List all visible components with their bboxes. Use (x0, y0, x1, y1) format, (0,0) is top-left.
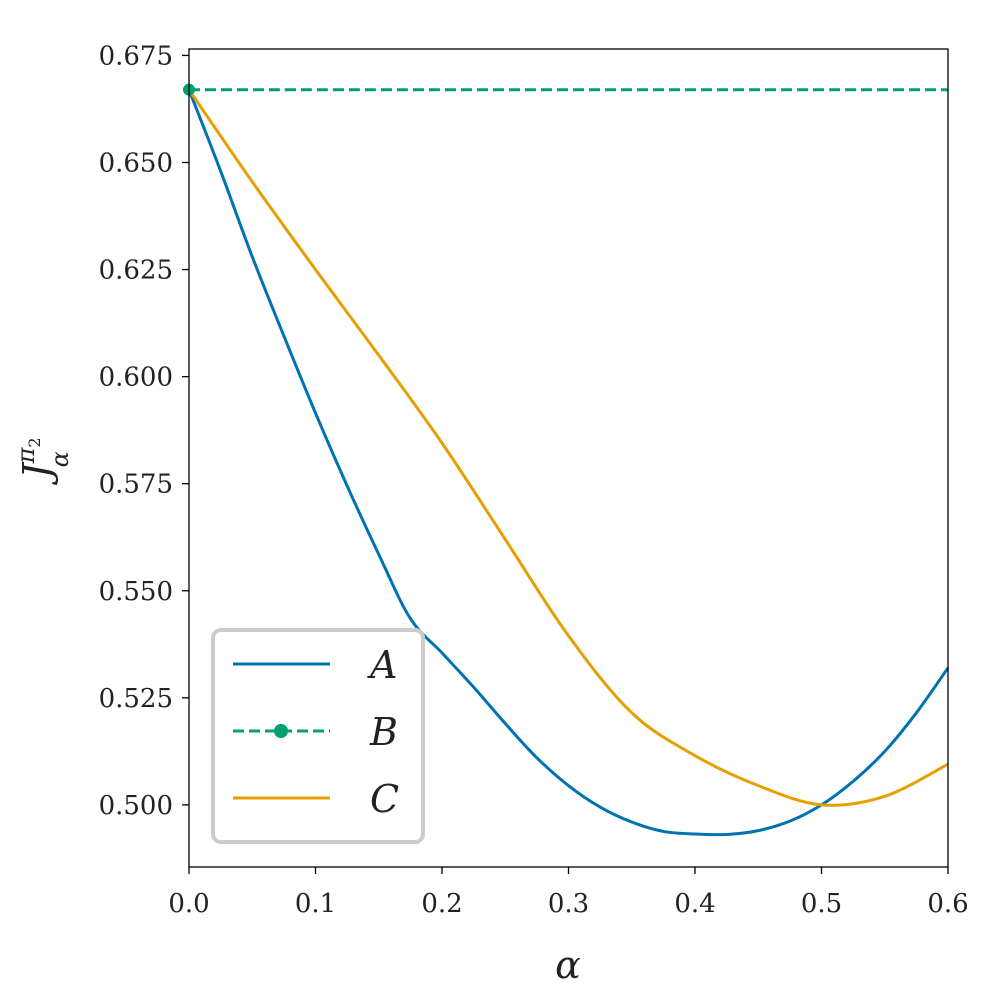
y-tick-label: 0.625 (99, 256, 173, 286)
y-tick-label: 0.650 (99, 148, 173, 178)
x-tick-label: 0.1 (295, 889, 336, 919)
legend-B-label: B (369, 710, 398, 754)
legend-B-marker (274, 724, 288, 738)
y-tick-label: 0.500 (99, 791, 173, 821)
y-label-sup-main: π (12, 446, 40, 464)
x-tick-label: 0.6 (927, 889, 968, 919)
y-label-sup-sub: 2 (25, 437, 44, 447)
x-tick-label: 0.0 (168, 889, 209, 919)
x-tick-label: 0.4 (674, 889, 715, 919)
x-tick-label: 0.5 (801, 889, 842, 919)
y-label-sub: α (46, 451, 74, 467)
y-tick-label: 0.575 (99, 470, 173, 500)
series-A-line (187, 89, 950, 837)
legend-C-label: C (370, 777, 399, 821)
y-tick-label: 0.550 (99, 577, 173, 607)
y-tick-label: 0.525 (99, 684, 173, 714)
x-tick-label: 0.3 (548, 889, 589, 919)
y-tick-label: 0.600 (99, 363, 173, 393)
legend-A-label: A (367, 643, 397, 687)
y-tick-label: 0.675 (99, 41, 173, 71)
legend-box (211, 628, 425, 844)
x-axis: 0.0 0.1 0.2 0.3 0.4 0.5 0.6 (168, 867, 969, 919)
legend: ABC (211, 628, 425, 844)
y-axis: 0.500 0.525 0.550 0.575 0.600 0.625 0.650 0.675 (99, 41, 189, 821)
series-C-line (187, 88, 949, 807)
x-tick-label: 0.2 (421, 889, 462, 919)
x-axis-label: α (555, 943, 581, 987)
